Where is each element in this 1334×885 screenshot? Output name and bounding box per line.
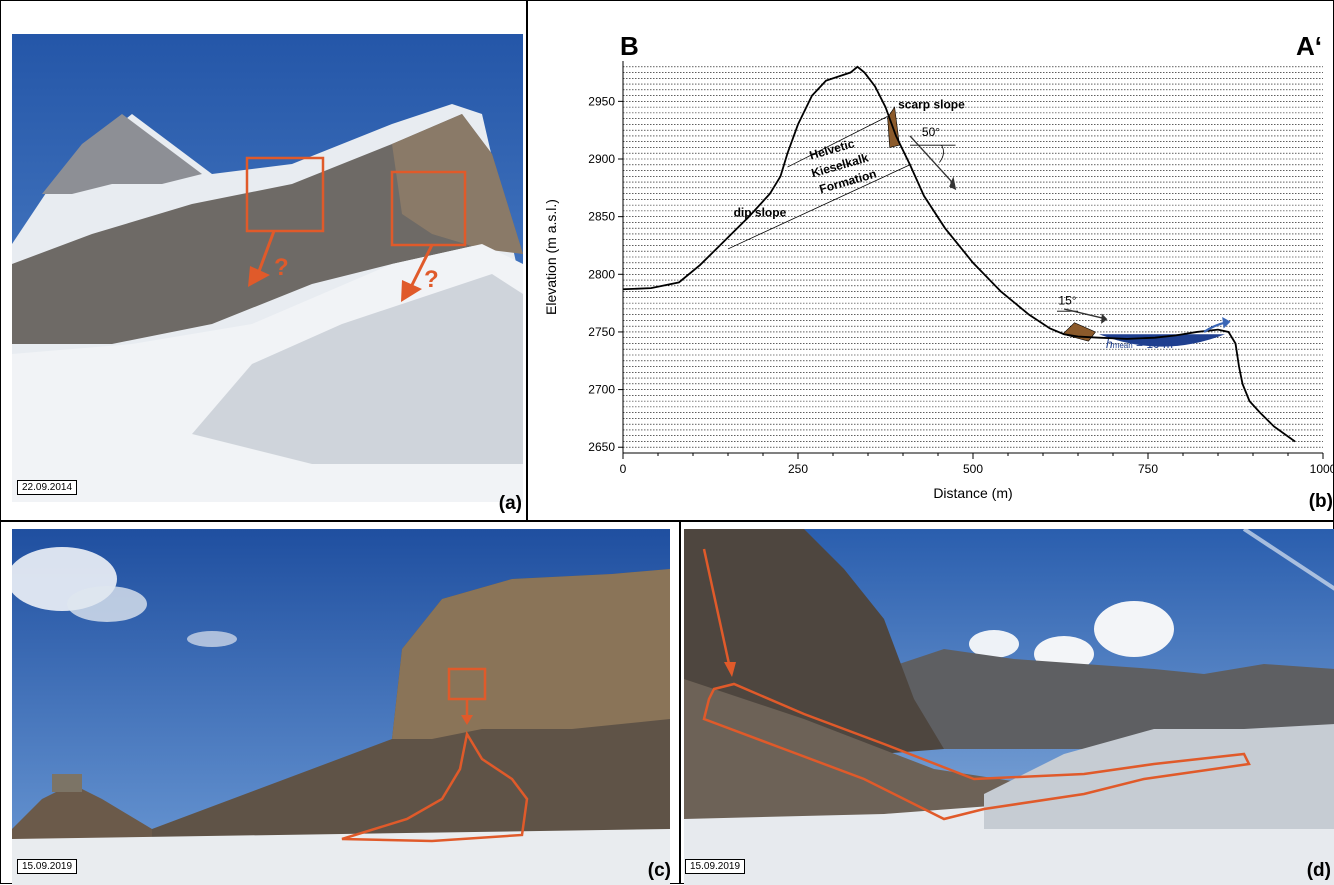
y-axis-label: Elevation (m a.s.l.) bbox=[543, 199, 559, 315]
scarp-slope-label: scarp slope bbox=[898, 97, 965, 111]
photo-c bbox=[12, 529, 670, 885]
question-mark-1: ? bbox=[274, 254, 289, 281]
date-label-c: 15.09.2019 bbox=[17, 859, 78, 874]
panel-label-c: (c) bbox=[647, 860, 671, 881]
bedding-line-lower bbox=[727, 164, 911, 250]
dip-slope-label: dip slope bbox=[734, 206, 787, 220]
y-tick-label: 2950 bbox=[588, 94, 615, 108]
lake-deposit bbox=[1062, 322, 1096, 342]
panel-d: 15.09.2019 (d) bbox=[680, 521, 1334, 885]
elevation-profile-chart: 2650 2700 2750 2800 2850 2900 2950 0 250 500 750 10… bbox=[543, 61, 1334, 501]
lake-fill bbox=[1099, 334, 1225, 347]
date-label-a: 22.09.2014 bbox=[17, 480, 78, 495]
y-tick-label: 2850 bbox=[588, 210, 615, 224]
panel-label-a: (a) bbox=[498, 493, 522, 514]
date-label-d: 15.09.2019 bbox=[685, 859, 746, 874]
movement-arrowhead-scarp bbox=[949, 176, 957, 191]
outflow-arrowhead bbox=[1222, 316, 1231, 329]
angle-label-scarp: 50° bbox=[922, 125, 940, 139]
panel-c: 15.09.2019 (c) bbox=[0, 521, 680, 885]
question-mark-2: ? bbox=[424, 266, 439, 293]
photo-a-illustration bbox=[12, 34, 523, 502]
y-tick-label: 2700 bbox=[588, 383, 615, 397]
x-tick-label: 500 bbox=[963, 462, 983, 476]
y-tick-label: 2750 bbox=[588, 325, 615, 339]
photo-d bbox=[684, 529, 1334, 885]
x-axis-label: Distance (m) bbox=[933, 485, 1012, 501]
movement-arrow-lake bbox=[1063, 308, 1103, 319]
panel-a: ? ? 22.09.2014 (a) bbox=[0, 0, 527, 521]
x-tick-label: 750 bbox=[1138, 462, 1158, 476]
photo-a: ? ? bbox=[12, 34, 523, 502]
corner-label-b: B bbox=[620, 31, 639, 61]
profile-line bbox=[622, 65, 1296, 443]
y-tick-label: 2800 bbox=[588, 267, 615, 281]
x-tick-label: 1000 bbox=[1310, 462, 1333, 476]
angle-label-lake: 15° bbox=[1058, 293, 1076, 307]
panel-label-b: (b) bbox=[1308, 491, 1333, 512]
movement-arrow-scarp bbox=[909, 135, 953, 183]
corner-label-a-prime: A‘ bbox=[1296, 31, 1322, 61]
y-tick-label: 2900 bbox=[588, 152, 615, 166]
movement-arrowhead-lake bbox=[1101, 313, 1108, 324]
y-tick-label: 2650 bbox=[588, 440, 615, 454]
panel-b: 2650 2700 2750 2800 2850 2900 2950 0 250 500 750 10… bbox=[527, 0, 1334, 521]
x-tick-label: 250 bbox=[788, 462, 808, 476]
lake-depth-label: hmean = 10 m bbox=[1106, 337, 1173, 351]
photo-d-illustration bbox=[684, 529, 1334, 885]
photo-c-illustration bbox=[12, 529, 670, 885]
angle-arc-scarp bbox=[939, 144, 944, 163]
x-tick-label: 0 bbox=[620, 462, 627, 476]
panel-label-d: (d) bbox=[1306, 860, 1331, 881]
bedding-line-upper bbox=[787, 115, 888, 168]
